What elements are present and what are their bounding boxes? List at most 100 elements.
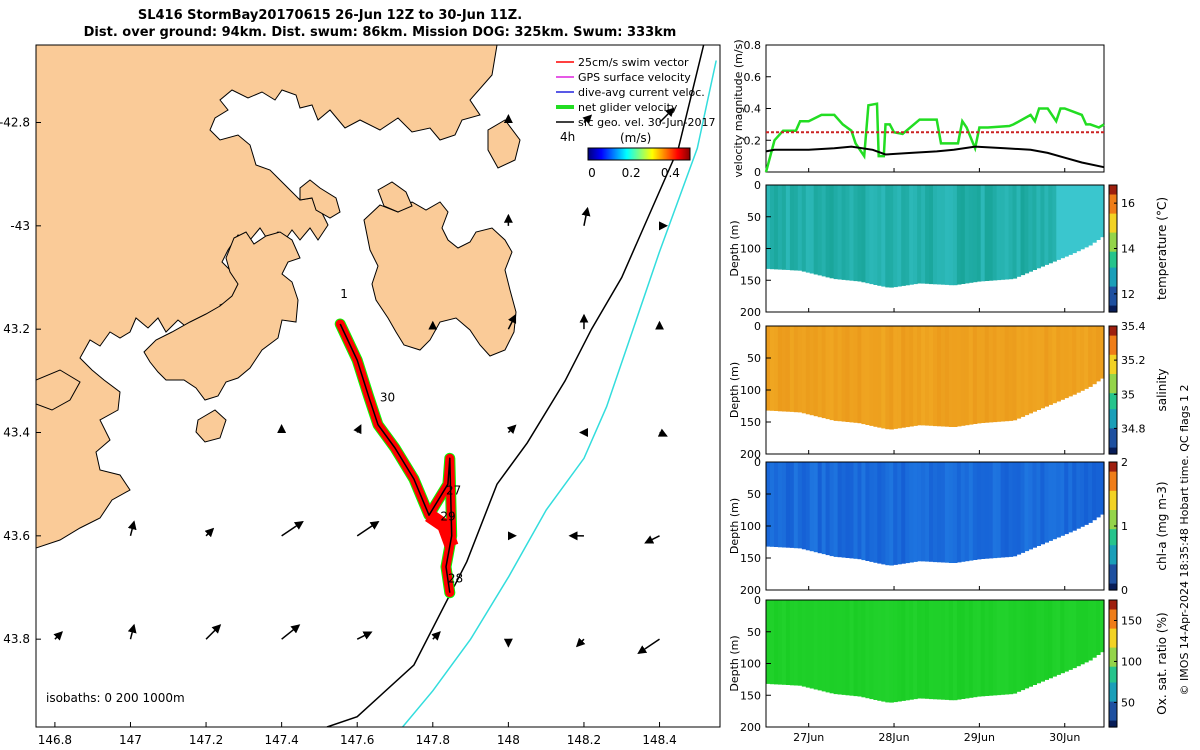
section-data-column [869,185,874,285]
section-data-column [837,326,843,422]
section-y-tick-label: 200 [740,721,761,734]
colorbar-cell [656,148,658,160]
current-vector-arrow [281,624,301,640]
section-data-column [901,462,906,564]
section-data-column [1040,326,1045,409]
section-data-column [1092,600,1097,658]
map-x-tick-label: 146.8 [38,733,72,747]
map-x-tick-label: 148.4 [642,733,676,747]
colorbar-cell [684,148,686,160]
section-colorbar-cell [1109,510,1117,514]
section-data-column [1024,462,1030,552]
section-data-column [921,600,926,699]
section-data-column [849,600,855,696]
section-data-column [833,600,839,695]
section-data-column [893,326,898,429]
map-x-tick-label: 147.8 [416,733,450,747]
section-data-column [777,600,783,685]
section-data-column [853,462,859,559]
section-y-axis-label: Depth (m) [728,635,741,691]
colorbar-cell [604,148,606,160]
section-data-column [781,600,787,685]
section-colorbar-cell [1109,609,1117,614]
section-data-column [952,600,958,701]
colorbar-cell [588,148,590,160]
section-data-column [1048,462,1053,541]
section-colorbar-cell [1109,561,1117,565]
section-colorbar-cell [1109,399,1117,404]
section-data-column [805,326,811,415]
section-colorbar-cell [1109,380,1117,385]
colorbar-cell [600,148,602,160]
section-colorbar-cell [1109,682,1117,687]
section-colorbar-cell [1109,264,1117,269]
section-data-column [1056,462,1061,538]
section-data-column [1024,326,1030,416]
section-data-column [972,462,978,560]
section-data-column [869,462,874,562]
section-data-column [861,185,866,283]
current-vector-arrow [431,631,441,641]
section-colorbar-cell [1109,386,1117,391]
section-data-column [1084,600,1089,663]
section-colorbar-cell [1109,358,1117,362]
section-data-column [1068,600,1073,670]
section-colorbar-cell [1109,631,1117,636]
section-colorbar-cell [1109,409,1117,413]
colorbar-cell [668,148,670,160]
section-data-column [813,462,819,553]
section-y-tick-label: 150 [740,552,761,565]
section-data-column [909,462,914,563]
section-data-column [917,185,922,284]
section-data-column [992,326,998,423]
section-data-column [857,462,863,560]
section-colorbar-cell [1109,402,1117,407]
section-colorbar-tick-label: 0 [1121,584,1128,597]
section-data-column [805,185,811,273]
current-vector-arrow [659,107,675,124]
section-y-tick-label: 150 [740,274,761,287]
section-data-column [996,185,1002,281]
section-data-column [861,326,866,425]
glider-track-net-path [339,323,453,593]
section-data-column [901,326,906,428]
section-data-column [909,185,914,285]
section-y-tick-label: 100 [740,243,761,256]
section-data-column [837,462,843,558]
colorbar-cell [649,148,651,160]
section-data-column [1052,600,1057,677]
colorbar-cell [670,148,672,160]
section-data-column [941,185,946,285]
section-data-column [1092,185,1097,243]
section-colorbar-cell [1109,232,1117,237]
section-colorbar-cell [1109,191,1117,196]
section-colorbar-cell [1109,354,1117,359]
section-data-column [1036,326,1041,410]
section-y-axis-label: Depth (m) [728,220,741,276]
section-data-column [865,326,870,425]
colorbar-cell [674,148,676,160]
colorbar-tick-label: 0.2 [622,166,641,180]
section-data-column [1044,600,1049,680]
section-colorbar-cell [1109,666,1117,671]
colorbar-cell [606,148,608,160]
section-colorbar-cell [1109,185,1117,189]
section-colorbar-cell [1109,532,1117,537]
current-vector-arrow [281,520,304,537]
colorbar-cell [612,148,614,160]
time-axis-tick-label: 28Jun [878,731,909,744]
section-data-column [909,600,914,700]
current-vector-arrow [575,637,586,648]
section-y-tick-label: 150 [740,416,761,429]
section-data-column [988,600,994,696]
section-data-column [952,326,958,427]
section-data-column [873,326,878,427]
section-colorbar-cell [1109,374,1117,378]
section-colorbar-cell [1109,676,1117,680]
land-polygon [377,181,413,213]
section-colorbar-cell [1109,548,1117,553]
colorbar-cell [595,148,597,160]
legend-label: 25cm/s swim vector [578,56,689,69]
colorbar-cell [631,148,633,160]
